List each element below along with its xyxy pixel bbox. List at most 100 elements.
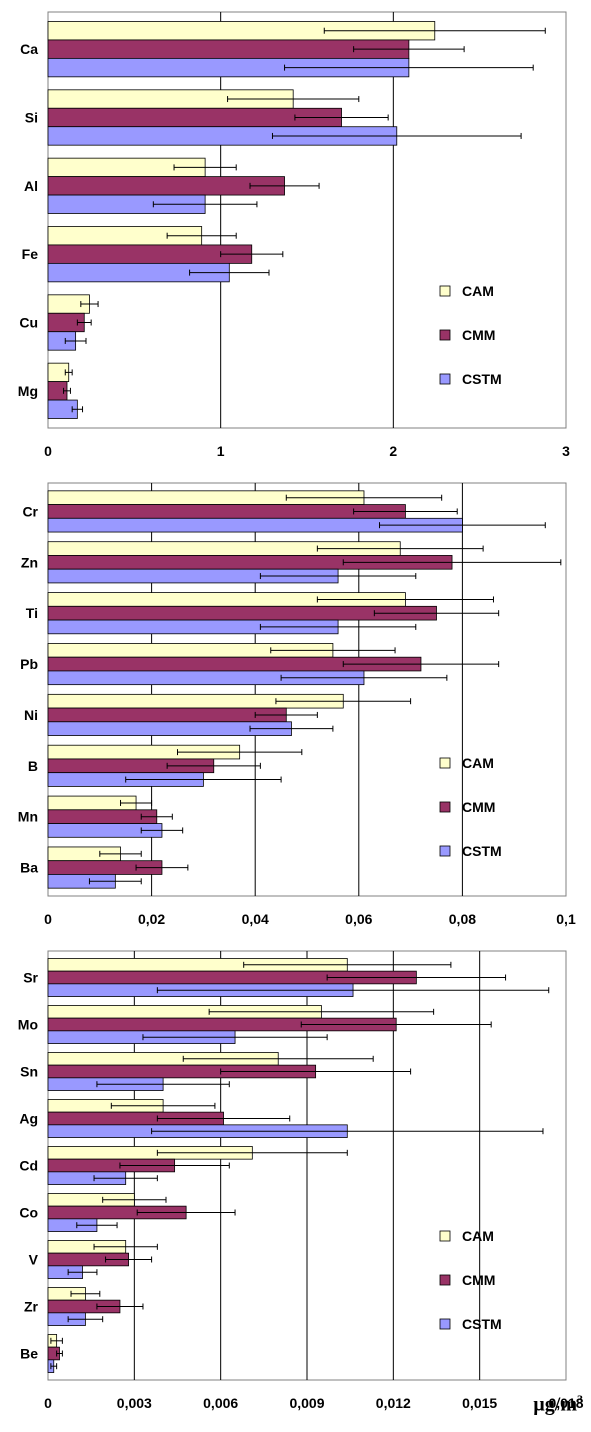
errorbar-cmm-cd (119, 1162, 230, 1169)
category-label-pb: Pb (20, 656, 38, 672)
errorbar-cam-sr (243, 961, 452, 968)
errorbar-cam-fe (166, 232, 237, 239)
category-label-ag: Ag (19, 1111, 38, 1127)
legend-label-cmm: CMM (462, 327, 495, 343)
x-tick-label-0-006: 0,006 (203, 1395, 238, 1411)
category-label-mg: Mg (18, 383, 38, 399)
errorbar-cmm-pb (342, 661, 500, 668)
x-tick-label-0-1: 0,1 (556, 911, 576, 927)
chart-panel-2: Cr Zn Ti Pb Ni B Mn Ba 0 0,02 0,04 0,06 0,08 0,1 CAM CM… (18, 482, 576, 927)
errorbar-cmm-cu (76, 319, 92, 326)
category-label-fe: Fe (22, 246, 39, 262)
errorbar-cstm-sr (156, 987, 550, 994)
category-label-mn: Mn (18, 809, 38, 825)
errorbar-cmm-ni (254, 711, 318, 718)
x-tick-label-0: 0 (44, 1395, 52, 1411)
category-label-cu: Cu (19, 315, 38, 331)
category-label-zr: Zr (24, 1299, 39, 1315)
errorbar-cmm-co (136, 1209, 236, 1216)
x-tick-label-3: 3 (562, 443, 570, 459)
errorbar-cstm-v (67, 1269, 98, 1276)
errorbar-cam-cd (156, 1149, 348, 1156)
legend-label-cmm: CMM (462, 1272, 495, 1288)
errorbar-cmm-ti (373, 610, 500, 617)
bar-cmm-cr (47, 504, 406, 519)
errorbar-cstm-si (271, 132, 522, 139)
errorbar-cstm-be (50, 1363, 58, 1370)
legend: CAM CMM CSTM (439, 283, 502, 387)
errorbar-cstm-mo (142, 1034, 328, 1041)
category-label-mo: Mo (18, 1017, 38, 1033)
errorbar-cam-be (50, 1337, 63, 1344)
x-tick-label-0-06: 0,06 (345, 911, 372, 927)
errorbar-cmm-zr (96, 1303, 144, 1310)
errorbar-cstm-cu (64, 337, 87, 344)
legend: CAM CMM CSTM (439, 1228, 502, 1332)
errorbar-cstm-pb (280, 674, 448, 681)
errorbar-cam-al (173, 164, 237, 171)
plot-area (47, 11, 567, 429)
errorbar-cam-mn (120, 799, 153, 806)
legend-label-cam: CAM (462, 283, 494, 299)
legend-label-cstm: CSTM (462, 371, 502, 387)
errorbar-cam-ag (110, 1102, 216, 1109)
errorbar-cam-mg (64, 369, 73, 376)
errorbar-cstm-al (152, 201, 258, 208)
category-label-si: Si (25, 110, 38, 126)
errorbar-cstm-sn (96, 1081, 230, 1088)
errorbar-cmm-fe (220, 251, 284, 258)
category-label-be: Be (20, 1346, 38, 1362)
category-label-al: Al (24, 178, 38, 194)
x-tick-label-0-003: 0,003 (117, 1395, 152, 1411)
errorbar-cstm-ti (259, 623, 417, 630)
x-tick-label-1: 1 (217, 443, 225, 459)
x-tick-label-0-018: 0,018 (548, 1395, 583, 1411)
errorbar-cmm-mo (300, 1021, 492, 1028)
x-tick-label-0-009: 0,009 (289, 1395, 324, 1411)
category-label-ti: Ti (26, 605, 38, 621)
unit-label-power: 3 (577, 1392, 583, 1406)
legend-label-cstm: CSTM (462, 843, 502, 859)
x-tick-label-0-04: 0,04 (242, 911, 269, 927)
errorbar-cam-v (93, 1243, 158, 1250)
errorbar-cmm-v (105, 1256, 153, 1263)
x-tick-label-2: 2 (389, 443, 397, 459)
errorbar-cam-ti (316, 596, 494, 603)
errorbar-cmm-si (294, 114, 389, 121)
legend-swatch-cam (439, 757, 451, 769)
errorbar-cmm-ba (135, 864, 189, 871)
chart-panel-1: Ca Si Al Fe Cu Mg 0 1 2 3 CAM CMM CSTM (18, 11, 570, 459)
errorbar-cmm-sr (326, 974, 507, 981)
x-tick-label-0-02: 0,02 (138, 911, 165, 927)
errorbar-cstm-fe (189, 269, 270, 276)
errorbar-cstm-zr (67, 1316, 104, 1323)
errorbar-cmm-b (166, 762, 261, 769)
errorbar-cstm-co (76, 1222, 118, 1229)
category-label-zn: Zn (21, 554, 38, 570)
errorbar-cam-b (177, 749, 303, 756)
errorbar-cam-si (227, 96, 360, 103)
errorbar-cstm-cr (379, 522, 546, 529)
errorbar-cmm-ca (353, 46, 465, 53)
errorbar-cstm-ca (284, 64, 534, 71)
x-tick-label-0: 0 (44, 443, 52, 459)
errorbar-cam-cu (80, 301, 99, 308)
category-label-co: Co (19, 1205, 38, 1221)
errorbar-cstm-ni (249, 725, 334, 732)
errorbar-cam-ca (323, 27, 546, 34)
errorbar-cam-sn (182, 1055, 374, 1062)
unit-label-text: µg/m (533, 1393, 577, 1416)
errorbar-cmm-mg (63, 387, 71, 394)
errorbar-cam-ba (99, 850, 142, 857)
legend-swatch-cam (439, 285, 451, 297)
legend-swatch-cmm (439, 801, 451, 813)
unit-label: µg/m3 (533, 1392, 583, 1417)
legend-swatch-cam (439, 1230, 451, 1242)
errorbar-cmm-ag (156, 1115, 291, 1122)
errorbar-cam-zr (70, 1290, 101, 1297)
errorbar-cstm-ba (88, 878, 142, 885)
errorbar-cmm-zn (342, 559, 562, 566)
chart-panel-3: Sr Mo Sn Ag Cd Co V Zr Be 0 0,003 0,006 0,009 0,012 0,… (18, 950, 584, 1411)
errorbar-cstm-ag (151, 1128, 544, 1135)
errorbar-cstm-zn (259, 573, 417, 580)
